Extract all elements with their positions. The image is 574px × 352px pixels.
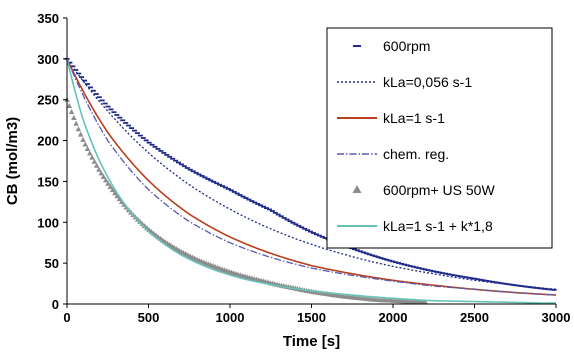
y-tick-label: 300 (37, 52, 59, 67)
x-tick-label: 0 (63, 310, 70, 325)
series-4-point (87, 150, 93, 156)
x-axis-title: Time [s] (283, 333, 340, 350)
series-layer (64, 57, 557, 305)
series-4-point (77, 131, 84, 137)
series-4-point (91, 158, 98, 164)
series-4-point (100, 173, 107, 179)
x-tick-label: 2500 (460, 310, 489, 325)
y-tick-label: 100 (37, 215, 59, 230)
legend-triangle-marker (352, 185, 362, 193)
x-tick-label: 500 (138, 310, 160, 325)
y-tick-label: 250 (37, 93, 59, 108)
x-tick-label: 2000 (379, 310, 408, 325)
y-tick-label: 200 (37, 134, 59, 149)
legend-label-1: kLa=0,056 s-1 (383, 74, 472, 90)
legend-label-2: kLa=1 s-1 (383, 110, 445, 126)
axes-layer: 0 500 1000 1500 2000 2500 3000 0 50 100 150 200 250 3… (37, 11, 570, 325)
series-3-line (66, 58, 557, 296)
series-4-point (82, 141, 89, 147)
series-5-line (66, 58, 556, 304)
legend: 600rpm kLa=0,056 s-1 kLa=1 s-1 chem. reg. 60… (326, 27, 553, 249)
legend-label-5: kLa=1 s-1 + k*1,8 (383, 218, 493, 234)
legend-box (326, 27, 553, 249)
series-1-line (66, 58, 557, 290)
series-4-point (80, 136, 86, 142)
series-4-point (102, 177, 109, 183)
y-tick-label: 350 (37, 11, 59, 26)
series-4-point (112, 190, 118, 196)
series-4 (64, 96, 429, 305)
x-tick-label: 1000 (216, 310, 245, 325)
series-4-point (93, 162, 100, 168)
y-tick-label: 50 (45, 256, 59, 271)
series-4-point (68, 109, 75, 115)
y-tick-label: 150 (37, 174, 59, 189)
y-axis-title: CB (mol/m3) (4, 117, 21, 205)
series-4-point (98, 170, 105, 176)
series-4-point (75, 126, 82, 132)
series-4-point (422, 299, 429, 305)
series-4-point (84, 146, 91, 152)
legend-label-3: chem. reg. (383, 146, 449, 162)
series-4-point (71, 114, 77, 120)
series-4-point (66, 102, 73, 108)
y-tick-label: 0 (52, 297, 59, 312)
series-4-point (96, 166, 102, 172)
legend-label-0: 600rpm (383, 38, 430, 54)
series-3 (66, 58, 557, 296)
series-1 (66, 58, 557, 290)
x-tick-label: 3000 (542, 310, 571, 325)
x-tick-label: 1500 (297, 310, 326, 325)
series-4-point (114, 193, 121, 199)
series-0 (64, 57, 557, 291)
series-4-point (105, 180, 111, 186)
legend-symbol-4 (352, 185, 362, 193)
series-4-point (73, 120, 79, 126)
series-4-point (109, 187, 116, 193)
series-4-point (89, 154, 95, 160)
series-5 (66, 58, 556, 304)
legend-label-4: 600rpm+ US 50W (383, 182, 495, 198)
series-4-point (107, 183, 114, 189)
